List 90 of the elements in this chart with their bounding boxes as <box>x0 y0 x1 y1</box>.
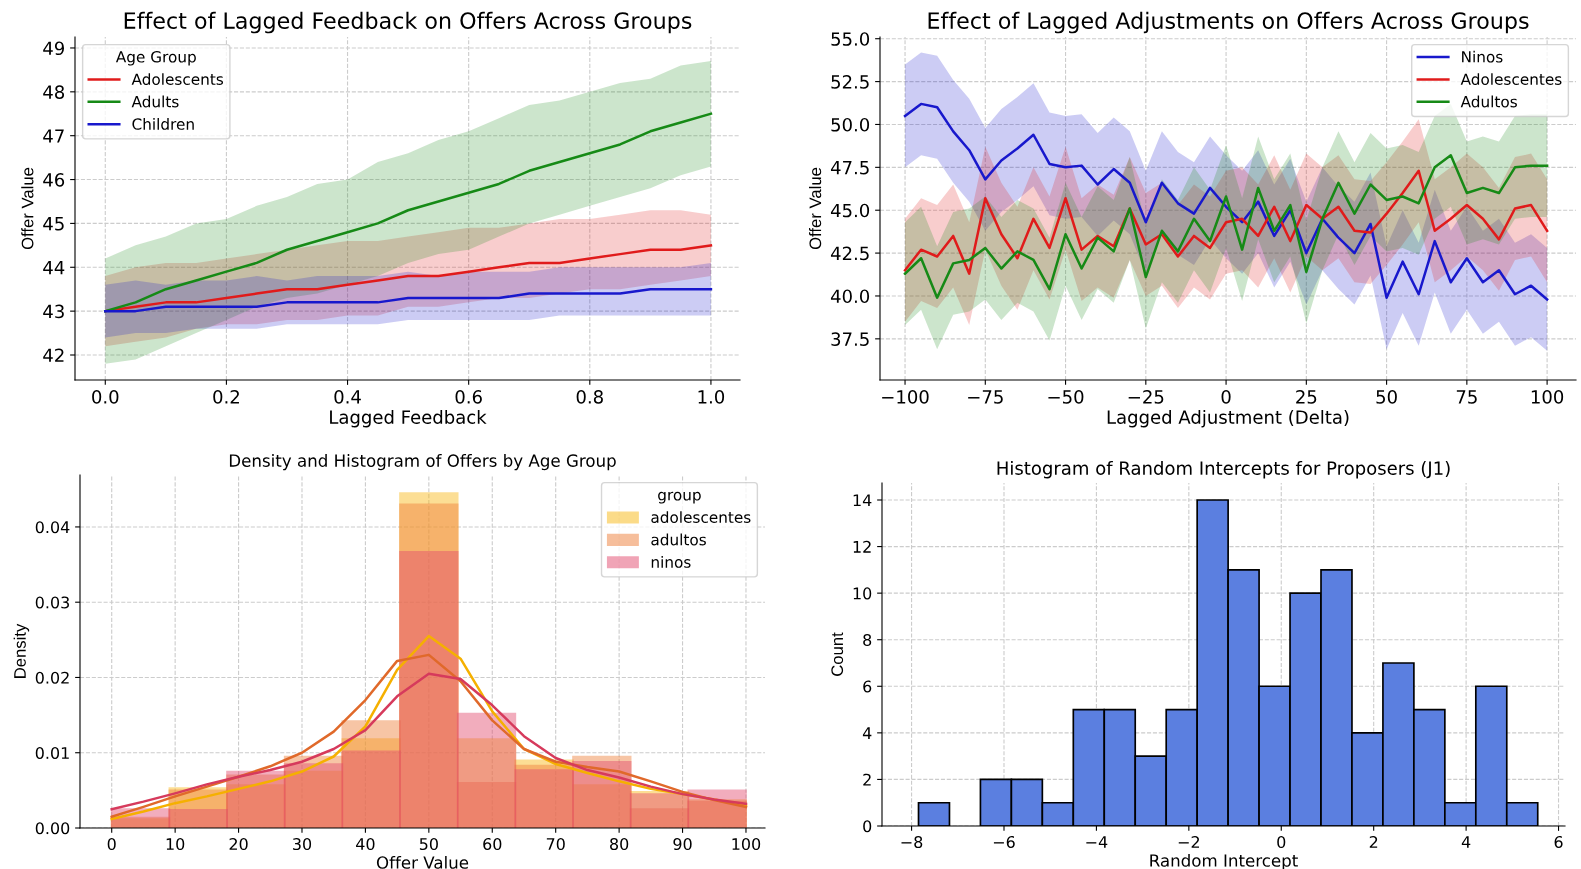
x-tick-label: 75 <box>1456 390 1477 404</box>
y-tick-label: 6 <box>863 680 872 693</box>
y-tick-label: 37.5 <box>831 332 869 346</box>
x-tick-label: 10 <box>166 838 185 851</box>
x-tick-label: −2 <box>1178 836 1200 848</box>
y-tick-label: 46 <box>43 173 65 187</box>
line-series <box>104 287 713 313</box>
y-tick-label: 0.00 <box>35 822 70 835</box>
legend-label: Adolescents <box>131 73 224 85</box>
x-tick-label: 0.6 <box>455 390 482 404</box>
x-tick-label: 50 <box>1376 390 1397 404</box>
y-tick-label: 45 <box>43 217 64 231</box>
x-tick-label: 0.2 <box>213 390 239 404</box>
y-tick-label: 14 <box>853 494 872 507</box>
x-tick-label: 40 <box>356 838 375 851</box>
x-tick-label: 100 <box>732 838 761 851</box>
y-axis-title: Offer Value <box>808 167 822 250</box>
x-axis-title: Lagged Adjustment (Delta) <box>1107 409 1349 428</box>
x-tick-label: 0 <box>1221 390 1231 404</box>
y-tick-label: 0 <box>863 820 872 833</box>
y-tick-label: 0.01 <box>35 746 69 760</box>
x-tick-label: 0 <box>1277 836 1286 849</box>
x-tick-label: 0.0 <box>92 390 119 404</box>
x-tick-label: 6 <box>1554 836 1563 849</box>
y-tick-label: 48 <box>43 85 65 99</box>
chart-title: Effect of Lagged Feedback on Offers Across Groups <box>124 11 692 34</box>
y-tick-label: 55.0 <box>831 32 870 46</box>
x-tick-label: 1.0 <box>698 390 725 404</box>
y-tick-label: 47 <box>43 129 64 143</box>
chart-title: Histogram of Random Intercepts for Proposers (J1) <box>997 460 1450 479</box>
y-tick-label: 44 <box>43 260 65 275</box>
x-tick-label: 70 <box>546 838 565 851</box>
y-tick-label: 0.03 <box>35 596 69 609</box>
y-tick-label: 49 <box>43 41 65 56</box>
x-tick-label: 90 <box>673 838 692 851</box>
y-tick-label: 50.0 <box>831 117 870 132</box>
x-tick-label: 50 <box>419 838 438 851</box>
chart-title: Density and Histogram of Offers by Age Group <box>229 454 616 471</box>
x-tick-label: 100 <box>1531 390 1564 404</box>
legend-label: Children <box>132 118 194 130</box>
legend-title: Age Group <box>115 51 196 66</box>
x-axis-title: Lagged Feedback <box>330 409 487 428</box>
y-tick-label: 2 <box>863 773 871 786</box>
y-tick-label: 43 <box>43 304 64 319</box>
x-tick-label: −75 <box>968 390 1003 404</box>
x-tick-label: 60 <box>483 838 502 851</box>
x-tick-label: −50 <box>1048 390 1084 404</box>
y-tick-label: 12 <box>853 540 871 553</box>
y-axis-title: Count <box>831 632 844 676</box>
x-tick-label: 80 <box>610 838 629 851</box>
legend-label: Adultos <box>1460 95 1517 108</box>
y-tick-label: 40.0 <box>830 289 870 304</box>
line-series <box>104 112 713 313</box>
x-tick-label: 30 <box>293 838 312 851</box>
y-tick-label: 0.02 <box>35 671 69 684</box>
legend-label: adultos <box>651 533 706 546</box>
y-tick-label: 10 <box>853 587 872 600</box>
y-axis-title: Density <box>13 623 30 678</box>
x-tick-label: −100 <box>882 390 929 404</box>
x-axis-title: Offer Value <box>376 855 469 869</box>
line-series <box>903 154 1549 299</box>
legend-label: adolescentes <box>651 511 751 523</box>
y-tick-label: 45.0 <box>830 203 870 218</box>
x-tick-label: 0 <box>107 838 116 851</box>
y-tick-label: 42.5 <box>830 246 869 261</box>
x-tick-label: 0.4 <box>334 390 361 404</box>
y-tick-label: 8 <box>863 633 872 647</box>
chart-title: Effect of Lagged Adjustments on Offers Across Groups <box>928 11 1529 34</box>
x-tick-label: −6 <box>993 836 1015 849</box>
y-tick-label: 47.5 <box>830 161 869 175</box>
y-tick-label: 42 <box>43 348 64 362</box>
x-tick-label: 4 <box>1461 836 1471 848</box>
x-tick-label: 0.8 <box>576 390 603 404</box>
line-series <box>110 672 748 811</box>
legend-label: Adolescentes <box>1460 73 1562 85</box>
x-tick-label: 20 <box>229 838 248 851</box>
x-tick-label: −4 <box>1086 836 1108 848</box>
legend-title: group <box>658 491 701 504</box>
x-tick-label: 2 <box>1369 836 1378 848</box>
y-tick-label: 4 <box>862 727 872 739</box>
y-axis-title: Offer Value <box>21 167 34 250</box>
x-tick-label: −25 <box>1128 390 1164 404</box>
y-tick-label: 52.5 <box>831 75 869 89</box>
y-tick-label: 0.04 <box>35 521 70 534</box>
legend-label: Ninos <box>1462 50 1503 63</box>
legend-label: Adults <box>131 95 179 108</box>
legend-label: ninos <box>651 556 691 568</box>
line-series <box>903 169 1549 275</box>
x-tick-label: 25 <box>1296 390 1317 404</box>
x-tick-label: −8 <box>901 836 923 849</box>
